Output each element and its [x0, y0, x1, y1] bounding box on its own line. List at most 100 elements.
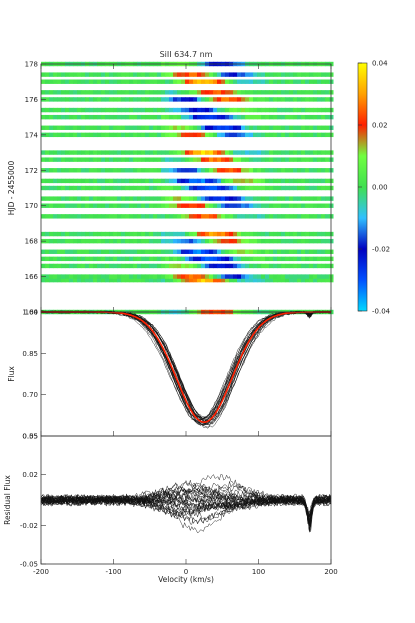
- heatmap-cell: [61, 132, 66, 138]
- heatmap-cell: [157, 203, 162, 208]
- heatmap-cell: [197, 168, 202, 173]
- heatmap-cell: [293, 274, 298, 279]
- heatmap-cell: [57, 72, 62, 77]
- heatmap-cell: [65, 263, 70, 269]
- heatmap-cell: [205, 238, 210, 244]
- heatmap-cell: [169, 231, 174, 237]
- heatmap-cell: [41, 72, 46, 77]
- heatmap-cell: [53, 178, 58, 184]
- heatmap-cell: [185, 263, 190, 269]
- heatmap-cell: [121, 277, 126, 283]
- heatmap-cell: [217, 274, 222, 279]
- heatmap-cell: [93, 256, 98, 262]
- heatmap-cell: [321, 231, 326, 237]
- heatmap-cell: [217, 107, 222, 113]
- heatmap-cell: [133, 238, 138, 244]
- heatmap-cell: [293, 185, 298, 191]
- heatmap-cell: [153, 203, 158, 208]
- heatmap-cell: [149, 238, 154, 244]
- heatmap-cell: [229, 263, 234, 269]
- heatmap-cell: [269, 277, 274, 283]
- heatmap-cell: [125, 203, 130, 208]
- heatmap-cell: [237, 150, 242, 155]
- heatmap-cell: [109, 90, 114, 95]
- heatmap-cell: [137, 90, 142, 95]
- heatmap-cell: [309, 97, 314, 102]
- heatmap-cell: [177, 79, 182, 84]
- heatmap-cell: [217, 97, 222, 102]
- heatmap-cell: [101, 157, 106, 162]
- heatmap-cell: [93, 196, 98, 201]
- heatmap-cell: [281, 79, 286, 84]
- heatmap-cell: [181, 79, 186, 84]
- heatmap-cell: [193, 214, 198, 219]
- heatmap-cell: [293, 249, 298, 254]
- heatmap-cell: [289, 274, 294, 279]
- heatmap-cell: [281, 256, 286, 262]
- heatmap-cell: [169, 150, 174, 155]
- heatmap-cell: [101, 79, 106, 84]
- heatmap-cell: [41, 178, 46, 184]
- heatmap-cell: [189, 256, 194, 262]
- heatmap-cell: [233, 263, 238, 269]
- heatmap-cell: [193, 168, 198, 173]
- heatmap-cell: [237, 157, 242, 162]
- heatmap-cell: [41, 150, 46, 155]
- heatmap-cell: [305, 214, 310, 219]
- heatmap-cell: [309, 107, 314, 113]
- heatmap-cell: [73, 231, 78, 237]
- heatmap-cell: [153, 150, 158, 155]
- heatmap-cell: [93, 150, 98, 155]
- heatmap-cell: [265, 157, 270, 162]
- flux-y-tick-label: 1.00: [22, 309, 38, 317]
- heatmap-cell: [225, 150, 230, 155]
- heatmap-cell: [249, 277, 254, 283]
- heatmap-cell: [173, 277, 178, 283]
- heatmap-cell: [177, 214, 182, 219]
- heatmap-cell: [297, 185, 302, 191]
- heatmap-cell: [245, 107, 250, 113]
- heatmap-cell: [133, 277, 138, 283]
- heatmap-cell: [133, 79, 138, 84]
- heatmap-cell: [265, 150, 270, 155]
- heatmap-cell: [81, 238, 86, 244]
- heatmap-cell: [177, 238, 182, 244]
- heatmap-cell: [61, 214, 66, 219]
- heatmap-cell: [129, 97, 134, 102]
- heatmap-cell: [89, 107, 94, 113]
- heatmap-cell: [229, 114, 234, 120]
- heatmap-cell: [289, 97, 294, 102]
- heatmap-cell: [121, 249, 126, 254]
- heatmap-cell: [85, 214, 90, 219]
- heatmap-cell: [309, 238, 314, 244]
- heatmap-cell: [325, 150, 330, 155]
- heatmap-cell: [313, 231, 318, 237]
- heatmap-cell: [205, 125, 210, 130]
- heatmap-cell: [57, 249, 62, 254]
- heatmap-cell: [85, 72, 90, 77]
- heatmap-cell: [221, 150, 226, 155]
- heatmap-cell: [261, 196, 266, 201]
- heatmap-cell: [49, 72, 54, 77]
- heatmap-cell: [129, 231, 134, 237]
- heatmap-cell: [133, 256, 138, 262]
- heatmap-cell: [169, 114, 174, 120]
- heatmap-cell: [325, 90, 330, 95]
- heatmap-cell: [289, 249, 294, 254]
- heatmap-cell: [121, 231, 126, 237]
- heatmap-cell: [65, 168, 70, 173]
- flux-profile-line: [40, 310, 332, 426]
- heatmap-cell: [325, 238, 330, 244]
- heatmap-cell: [89, 72, 94, 77]
- heatmap-cell: [145, 125, 150, 130]
- heatmap-cell: [57, 90, 62, 95]
- heatmap-cell: [77, 132, 82, 138]
- heatmap-cell: [265, 249, 270, 254]
- heatmap-cell: [321, 274, 326, 279]
- heatmap-cell: [321, 277, 326, 283]
- heatmap-cell: [193, 238, 198, 244]
- heatmap-cell: [85, 263, 90, 269]
- heatmap-cell: [57, 114, 62, 120]
- heatmap-cell: [69, 72, 74, 77]
- heatmap-cell: [305, 277, 310, 283]
